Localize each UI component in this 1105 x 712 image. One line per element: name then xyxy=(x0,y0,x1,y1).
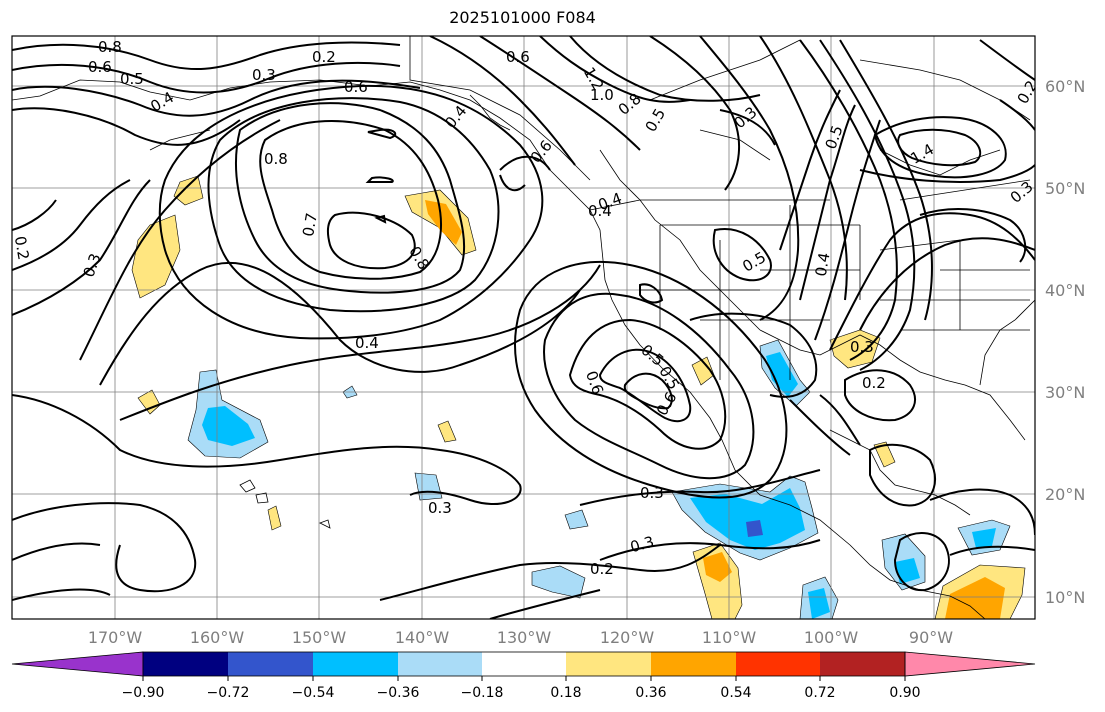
lon-label: 150°W xyxy=(292,628,347,647)
colorbar-frame xyxy=(142,651,906,677)
colorbar-swatch xyxy=(398,652,482,676)
shade-pos-4 xyxy=(137,389,161,415)
contour-label: 0.3 xyxy=(628,533,656,557)
lon-label: 90°W xyxy=(909,628,953,647)
coastlines xyxy=(12,36,1035,619)
contour-label: 0.3 xyxy=(640,484,664,502)
shade-pos-9 xyxy=(873,441,896,468)
lon-label: 120°W xyxy=(600,628,655,647)
shaded-anomaly-areas xyxy=(131,175,1026,619)
colorbar-tick-label: 0.18 xyxy=(550,685,581,701)
colorbar-tick-label: −0.36 xyxy=(377,685,420,701)
shade-pos-5 xyxy=(437,420,457,443)
colorbar: −0.90 −0.72 −0.54 −0.36 −0.18 0.18 0.36 … xyxy=(11,651,1036,701)
colorbar-swatch xyxy=(736,652,820,676)
shade-pos-6 xyxy=(267,505,282,531)
shade-pos-1 xyxy=(131,214,181,299)
longitude-labels: 170°W 160°W 150°W 140°W 130°W 120°W 110°… xyxy=(88,628,953,647)
contour-label: 0.5 xyxy=(642,105,670,135)
contour-label: 0.3 xyxy=(1007,178,1037,207)
contour-label: 0.6 xyxy=(582,368,607,397)
lon-label: 110°W xyxy=(702,628,757,647)
lat-label: 40°N xyxy=(1045,281,1085,300)
colorbar-swatch xyxy=(651,652,736,676)
colorbar-tick-label: 0.36 xyxy=(635,685,666,701)
colorbar-swatch xyxy=(143,652,228,676)
colorbar-ticks xyxy=(142,676,906,681)
colorbar-tick-label: 0.72 xyxy=(804,685,835,701)
colorbar-tick-label: −0.90 xyxy=(122,685,165,701)
lon-label: 100°W xyxy=(804,628,859,647)
gridlines xyxy=(12,36,1035,619)
shade-neg-9b xyxy=(895,558,920,584)
latitude-labels: 60°N 50°N 40°N 30°N 20°N 10°N xyxy=(1045,77,1085,607)
contour-label: 0.2 xyxy=(1014,77,1042,107)
contour-label: 0.2 xyxy=(862,374,886,392)
contour-label: 0.7 xyxy=(299,211,321,238)
contour-label: 0.2 xyxy=(590,560,614,578)
shade-neg-6b xyxy=(690,488,805,550)
contour-label: 0.5 xyxy=(120,70,144,88)
colorbar-extend-left xyxy=(11,651,144,677)
contour-label: 0.6 xyxy=(88,58,112,76)
contour-label: 0.8 xyxy=(405,243,433,273)
contour-label: 0.5 xyxy=(822,123,847,152)
contour-lines xyxy=(12,36,1035,619)
map-frame xyxy=(11,35,1036,620)
colorbar-swatch xyxy=(566,652,651,676)
colorbar-extend-right xyxy=(904,651,1036,677)
contour-label: 0.4 xyxy=(596,189,625,214)
lon-label: 140°W xyxy=(395,628,450,647)
contour-label: 0.3 xyxy=(252,66,276,84)
shade-neg-7b xyxy=(766,352,798,397)
colorbar-tick-label: −0.18 xyxy=(461,685,504,701)
contour-label: 0.3 xyxy=(850,338,874,356)
colorbar-swatch xyxy=(228,652,313,676)
contour-label: 0.4 xyxy=(812,251,834,278)
lat-label: 10°N xyxy=(1045,588,1085,607)
contour-label: 1.0 xyxy=(590,86,614,104)
contour-label: 0.6 xyxy=(344,78,368,96)
lon-label: 130°W xyxy=(497,628,552,647)
lat-label: 30°N xyxy=(1045,383,1085,402)
lat-label: 20°N xyxy=(1045,485,1085,504)
shade-neg-2 xyxy=(414,472,443,501)
contour-label: 0.5 xyxy=(637,341,667,370)
contour-label: 0.2 xyxy=(312,48,336,66)
contour-label: 0.6 xyxy=(506,48,530,66)
contour-label: 0.4 xyxy=(588,202,612,220)
shade-pos-3b xyxy=(425,200,462,245)
shade-neg-6c xyxy=(746,520,763,537)
shade-neg-1b xyxy=(202,406,255,446)
contour-label: 0.3 xyxy=(80,251,105,280)
shade-pos-10b xyxy=(703,552,732,582)
lon-label: 170°W xyxy=(88,628,143,647)
shade-neg-10b xyxy=(972,528,996,548)
shade-neg-8b xyxy=(808,588,830,619)
colorbar-swatch xyxy=(313,652,398,676)
contour-label: 0.4 xyxy=(355,334,379,352)
colorbar-swatch xyxy=(820,652,905,676)
shade-neg-4 xyxy=(564,509,589,530)
map-title: 2025101000 F084 xyxy=(449,8,596,27)
contour-label: 0.5 xyxy=(655,363,683,393)
contour-label: 0.3 xyxy=(428,499,452,517)
shade-pos-11b xyxy=(945,577,1005,619)
contour-label: 0.2 xyxy=(11,235,33,262)
colorbar-tick-label: −0.72 xyxy=(207,685,250,701)
colorbar-tick-label: 0.54 xyxy=(720,685,751,701)
lat-label: 60°N xyxy=(1045,77,1085,96)
contour-label: 0.8 xyxy=(98,38,122,56)
colorbar-tick-label: 0.90 xyxy=(889,685,920,701)
contour-label: 0.8 xyxy=(264,150,288,168)
shade-pos-2 xyxy=(173,175,204,206)
colorbar-tick-label: −0.54 xyxy=(292,685,335,701)
shade-neg-5 xyxy=(531,565,586,599)
lat-label: 50°N xyxy=(1045,179,1085,198)
lon-label: 160°W xyxy=(190,628,245,647)
contour-label: 0.8 xyxy=(615,90,645,119)
colorbar-swatch xyxy=(482,652,566,676)
